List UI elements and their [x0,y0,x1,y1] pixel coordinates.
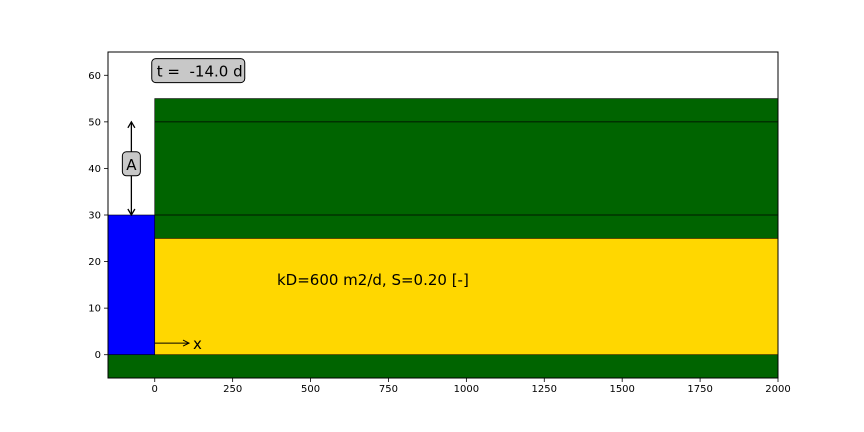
x-axis: 0 250 500 750 1000 1250 1500 1750 2000 [152,378,791,395]
y-tick-label: 0 [95,350,101,361]
y-tick-label: 30 [88,211,101,222]
region-bottom-layer [107,354,779,379]
aquifer-properties-label: kD=600 m2/d, S=0.20 [-] [277,271,469,289]
region-river [107,214,156,356]
y-axis: 0 10 20 30 40 50 60 [88,71,108,361]
x-tick-label: 250 [223,384,242,395]
amplitude-label-box [121,151,141,177]
x-tick-label: 1500 [609,384,634,395]
x-tick-label: 1000 [454,384,479,395]
x-tick-label: 1250 [532,384,557,395]
region-aquifer [154,237,779,356]
amplitude-arrowhead-down [127,208,136,217]
x-direction-annotation: x [154,335,202,353]
x-arrowhead [182,339,191,347]
y-tick-label: 60 [88,71,101,82]
amplitude-arrowhead-up [127,120,136,129]
time-label-box [151,58,246,84]
y-tick-label: 40 [88,164,101,175]
amplitude-annotation: A [121,120,141,217]
x-arrow-label: x [193,335,202,353]
x-tick-label: 2000 [765,384,790,395]
x-tick-label: 750 [379,384,398,395]
y-tick-label: 10 [88,304,101,315]
x-tick-label: 500 [301,384,320,395]
region-top-layer [154,98,779,239]
lines-layer [154,121,778,216]
time-label: t = -14.0 d [157,63,243,81]
regions-layer [107,98,779,379]
x-tick-label: 0 [152,384,158,395]
time-annotation: t = -14.0 d [151,58,246,84]
y-tick-label: 50 [88,117,101,128]
y-tick-label: 20 [88,257,101,268]
amplitude-label: A [126,156,137,174]
x-tick-label: 1750 [687,384,712,395]
